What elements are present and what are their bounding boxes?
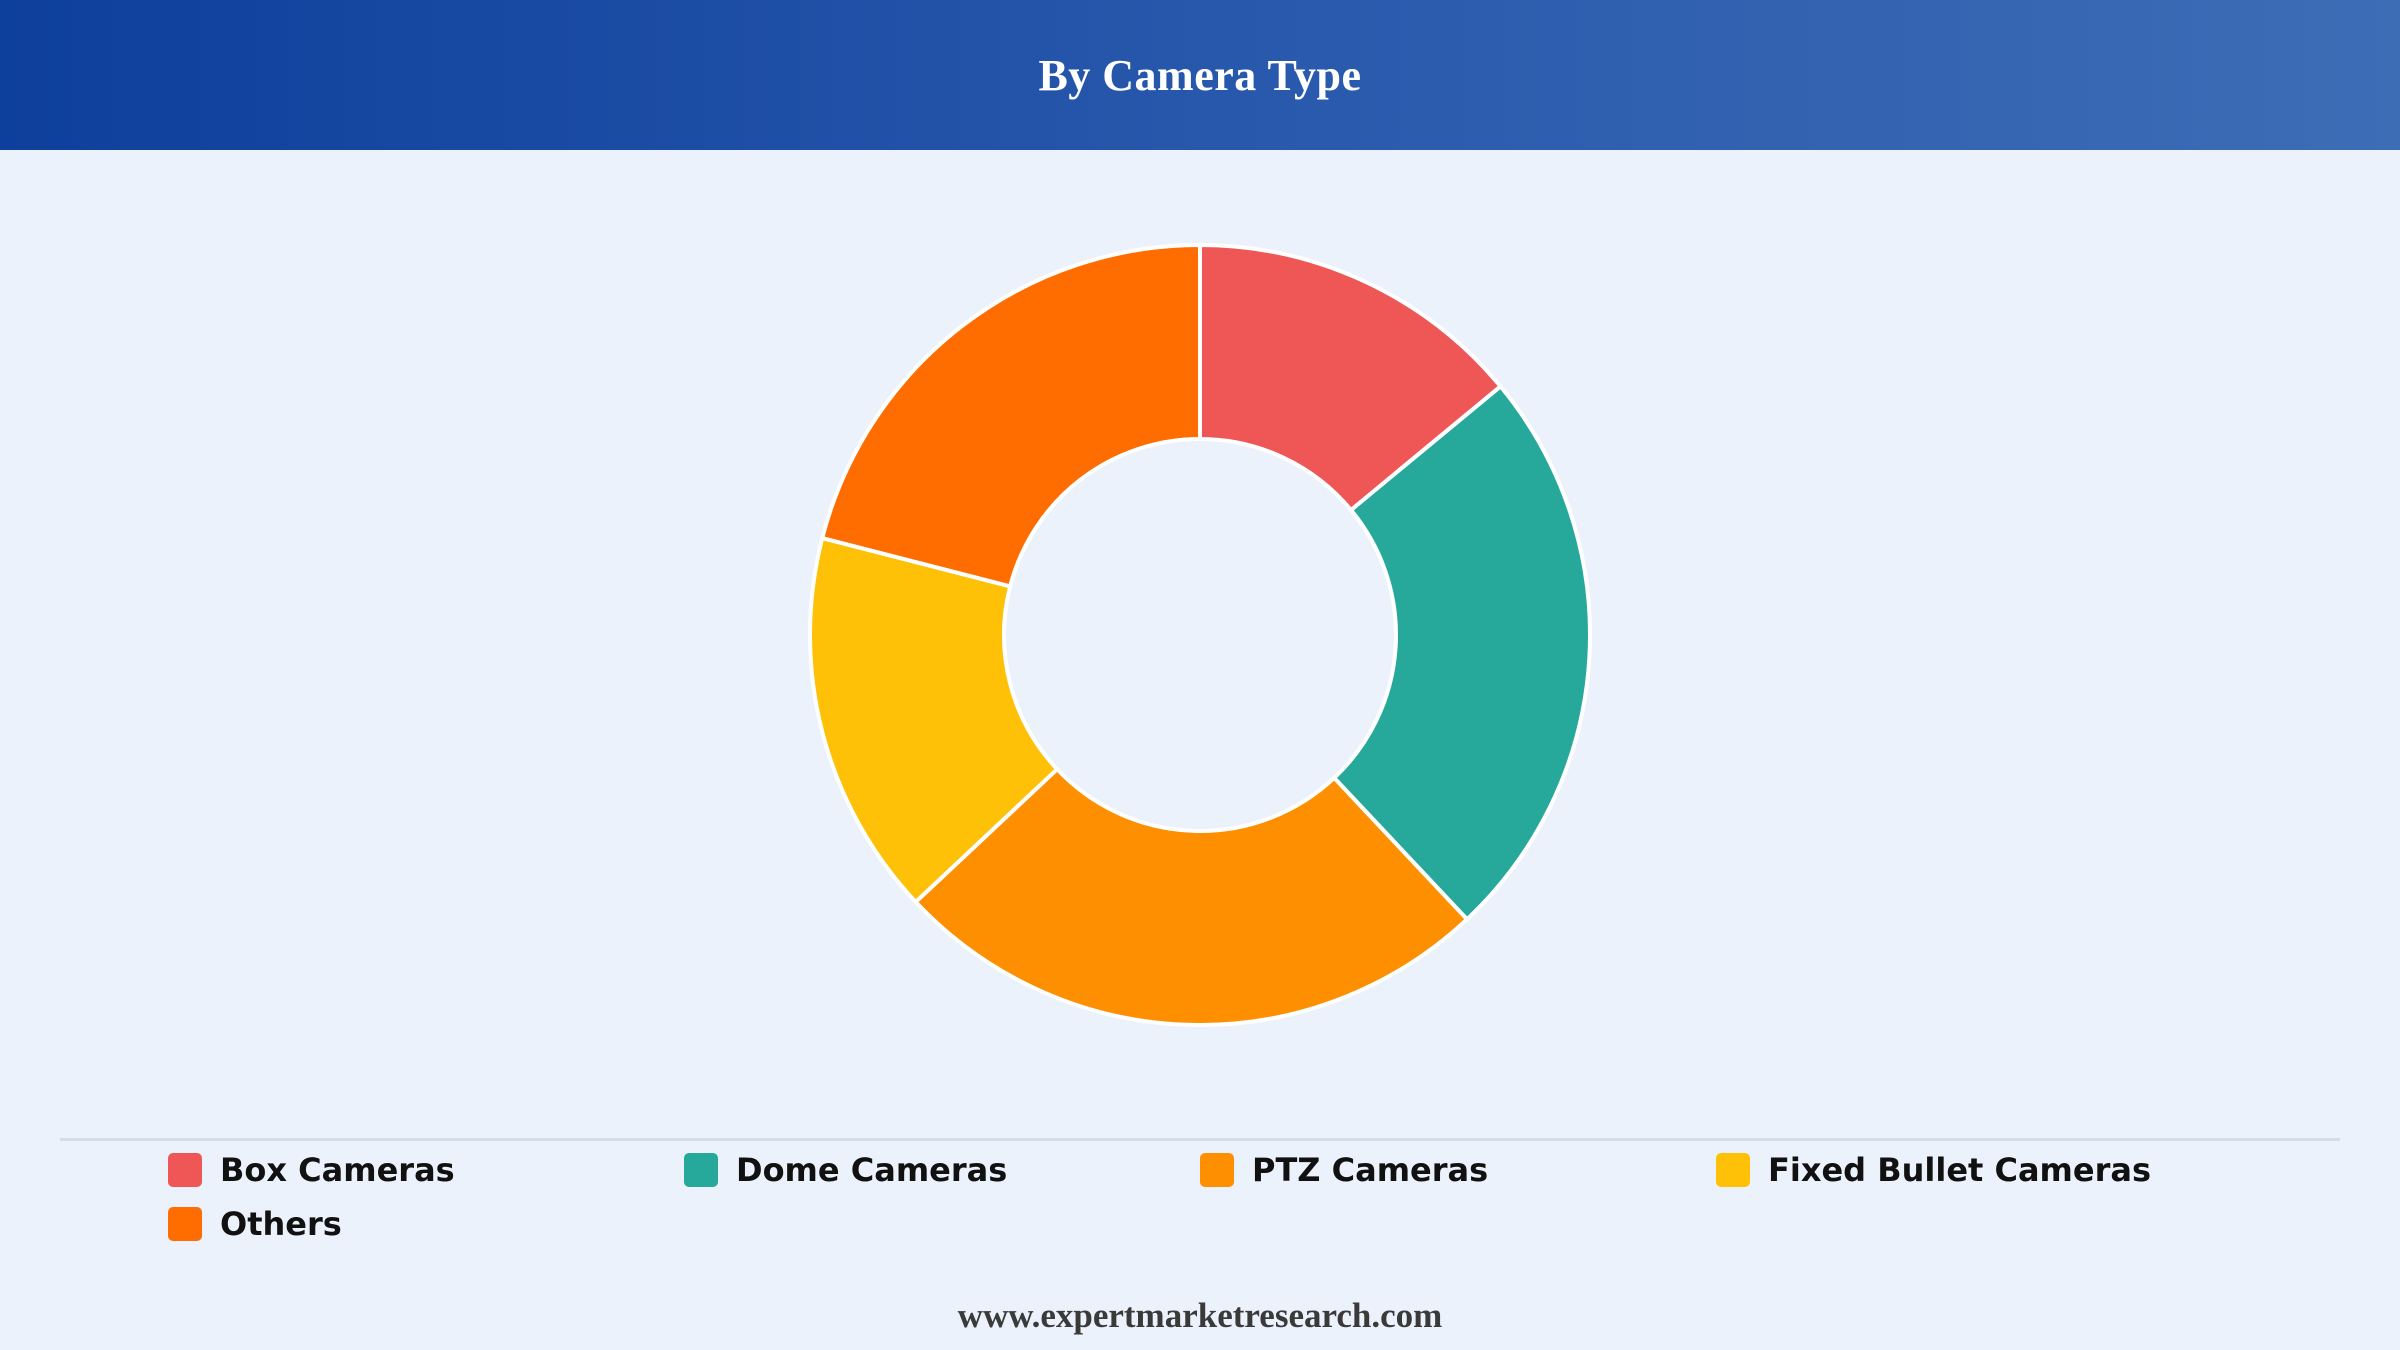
legend-swatch <box>684 1153 718 1187</box>
legend-label: Fixed Bullet Cameras <box>1768 1151 2152 1189</box>
legend-label: Dome Cameras <box>736 1151 1008 1189</box>
legend-item-ptz-cameras: PTZ Cameras <box>1200 1150 1716 1190</box>
footer-url: www.expertmarketresearch.com <box>957 1296 1443 1335</box>
legend-swatch <box>168 1207 202 1241</box>
slice-ptz-cameras <box>913 767 1469 1027</box>
legend-swatch <box>1716 1153 1750 1187</box>
slice-others <box>820 243 1202 589</box>
legend-item-dome-cameras: Dome Cameras <box>684 1150 1200 1190</box>
legend-divider <box>60 1138 2340 1141</box>
legend-item-others: Others <box>168 1204 684 1244</box>
legend-label: Box Cameras <box>220 1151 455 1189</box>
slice-box-cameras <box>1198 243 1503 513</box>
legend-item-box-cameras: Box Cameras <box>168 1150 684 1190</box>
header-banner: By Camera Type <box>0 0 2400 150</box>
chart-title: By Camera Type <box>1038 50 1362 100</box>
slice-fixed-bullet-cameras <box>808 536 1060 904</box>
legend-swatch <box>168 1153 202 1187</box>
legend-label: PTZ Cameras <box>1252 1151 1489 1189</box>
slice-dome-cameras <box>1332 384 1592 922</box>
legend-swatch <box>1200 1153 1234 1187</box>
chart-legend: Box Cameras Dome Cameras PTZ Cameras Fixed … <box>168 1150 2318 1244</box>
legend-label: Others <box>220 1205 342 1243</box>
legend-item-fixed-bullet-cameras: Fixed Bullet Cameras <box>1716 1150 2232 1190</box>
